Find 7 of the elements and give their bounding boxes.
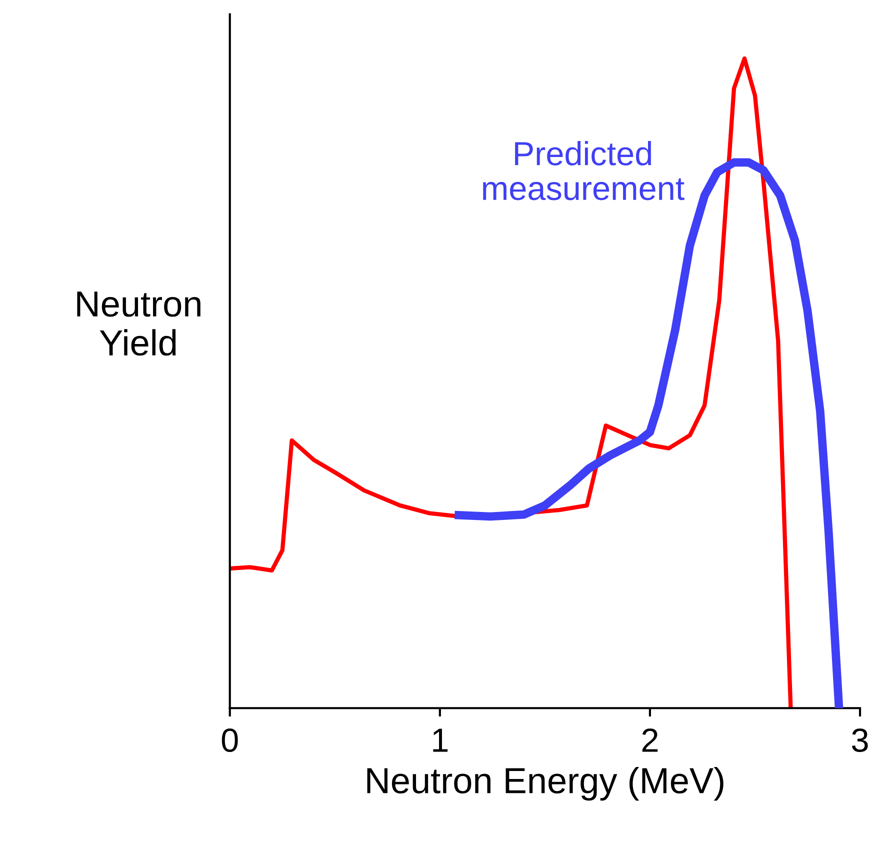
x-tick-label: 3 [852,728,868,752]
x-tick-label: 0 [222,728,238,752]
y-axis-title: Neutron Yield [77,292,200,356]
series-label: Predicted measurement [483,141,684,200]
x-tick-label: 1 [433,728,448,752]
x-tick-label: 2 [642,728,658,752]
x-axis-title: Neutron Energy (MeV) [367,766,724,801]
